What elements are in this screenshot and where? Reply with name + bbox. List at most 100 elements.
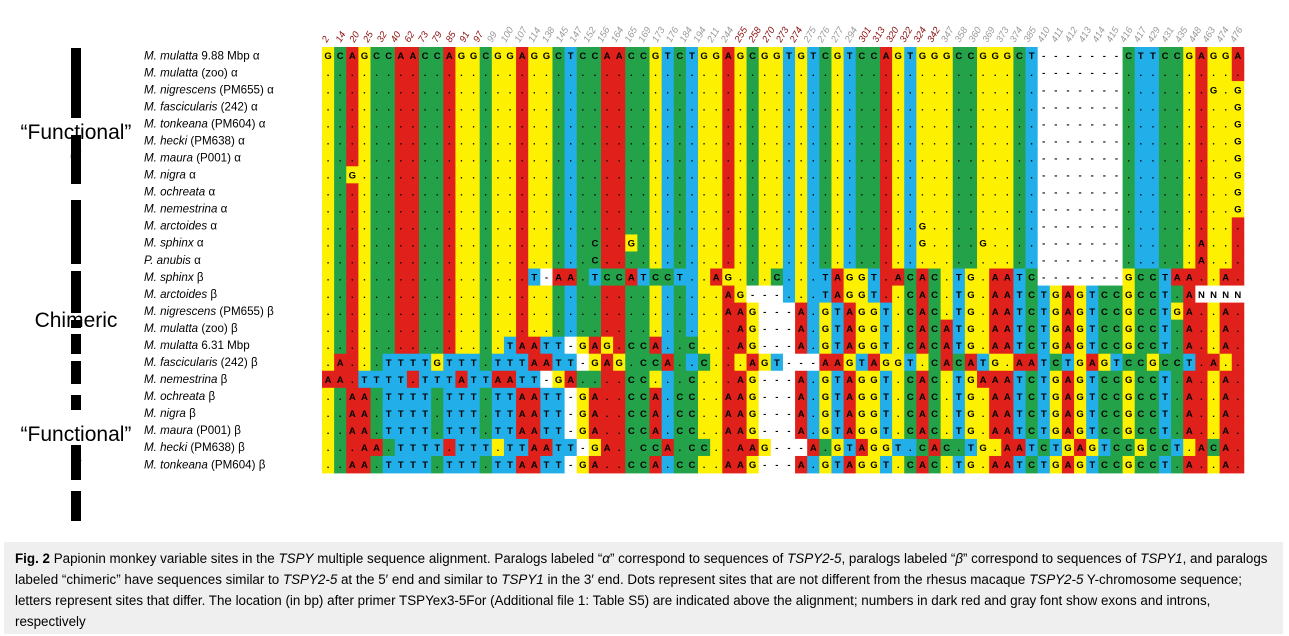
alignment-cell xyxy=(710,353,723,372)
alignment-base: . xyxy=(387,307,390,318)
alignment-cell xyxy=(685,336,699,355)
alignment-base: - xyxy=(787,392,790,403)
alignment-cell xyxy=(1013,64,1026,82)
alignment-base: A xyxy=(798,392,805,403)
alignment-cell xyxy=(1219,302,1233,321)
alignment-base: - xyxy=(569,341,572,352)
alignment-base: . xyxy=(739,68,742,79)
alignment-cell xyxy=(831,166,844,184)
alignment-base: . xyxy=(606,290,609,301)
alignment-cell xyxy=(928,166,942,184)
alignment-cell xyxy=(1158,302,1172,321)
alignment-cell xyxy=(625,64,638,82)
alignment-base: . xyxy=(642,307,645,318)
alignment-cell xyxy=(722,183,735,201)
alignment-cell xyxy=(358,47,371,65)
alignment-cell xyxy=(600,47,614,65)
alignment-base: . xyxy=(424,85,427,96)
position-label: 322 xyxy=(898,25,916,45)
alignment-base: C xyxy=(907,290,914,301)
alignment-base: C xyxy=(1052,358,1059,369)
alignment-base: T xyxy=(1029,51,1035,62)
alignment-base: . xyxy=(654,170,657,181)
alignment-cell xyxy=(564,149,578,167)
alignment-base: . xyxy=(1212,239,1215,250)
position-label: 411 xyxy=(1049,26,1066,45)
alignment-cell xyxy=(625,336,638,355)
alignment-cell xyxy=(528,183,541,201)
alignment-cell xyxy=(540,302,553,321)
position-label: 2 xyxy=(319,34,332,46)
alignment-cell xyxy=(867,47,881,65)
alignment-cell xyxy=(322,268,335,286)
alignment-base: . xyxy=(412,239,415,250)
alignment-base: . xyxy=(860,68,863,79)
alignment-base: G xyxy=(749,375,756,386)
alignment-cell xyxy=(588,200,602,218)
alignment-cell xyxy=(746,251,760,269)
alignment-cell xyxy=(795,183,808,201)
alignment-cell xyxy=(1013,234,1026,252)
alignment-base: C xyxy=(1113,460,1120,471)
alignment-cell xyxy=(564,98,578,116)
alignment-cell xyxy=(552,115,565,133)
alignment-cell xyxy=(479,64,493,82)
alignment-base: A xyxy=(349,426,356,437)
alignment-cell xyxy=(758,81,772,99)
alignment-cell xyxy=(722,200,735,218)
alignment-cell xyxy=(637,183,650,201)
alignment-cell xyxy=(855,217,869,235)
alignment-cell xyxy=(831,200,844,218)
alignment-base: A xyxy=(822,358,829,369)
sequence-label: M. mulatta 6.31 Mbp xyxy=(144,339,250,352)
alignment-base: . xyxy=(1152,68,1155,79)
alignment-cell xyxy=(540,319,553,338)
alignment-base: . xyxy=(751,102,754,113)
alignment-base: G xyxy=(967,307,974,318)
alignment-base: C xyxy=(652,273,659,284)
alignment-base: . xyxy=(581,188,584,199)
alignment-base: T xyxy=(362,375,368,386)
alignment-cell xyxy=(1098,234,1111,252)
alignment-base: . xyxy=(509,153,512,164)
alignment-base: . xyxy=(1236,409,1239,420)
alignment-base: . xyxy=(630,256,633,267)
alignment-cell xyxy=(540,115,553,133)
alignment-cell xyxy=(855,285,869,303)
alignment-base: A xyxy=(846,324,853,335)
alignment-cell xyxy=(1207,268,1221,286)
alignment-base: T xyxy=(507,460,513,471)
alignment-base: . xyxy=(739,85,742,96)
alignment-base: . xyxy=(375,460,378,471)
alignment-base: A xyxy=(943,341,950,352)
alignment-base: . xyxy=(545,324,548,335)
alignment-cell xyxy=(346,64,359,82)
alignment-base: - xyxy=(1091,85,1094,96)
alignment-base: T xyxy=(471,392,477,403)
alignment-base: . xyxy=(666,460,669,471)
alignment-cell xyxy=(1001,149,1014,167)
alignment-cell xyxy=(698,268,711,286)
alignment-cell xyxy=(564,200,578,218)
alignment-base: . xyxy=(788,102,791,113)
alignment-cell xyxy=(346,81,359,99)
alignment-cell xyxy=(588,183,602,201)
alignment-base: C xyxy=(1149,324,1156,335)
alignment-cell xyxy=(588,217,602,235)
alignment-base: . xyxy=(351,375,354,386)
alignment-base: . xyxy=(497,68,500,79)
alignment-base: T xyxy=(410,392,416,403)
position-label: 73 xyxy=(416,29,431,44)
alignment-cell xyxy=(370,149,384,167)
alignment-base: . xyxy=(1127,153,1130,164)
alignment-base: . xyxy=(509,307,512,318)
alignment-cell xyxy=(1171,64,1184,82)
alignment-cell xyxy=(346,336,359,355)
alignment-cell xyxy=(637,200,650,218)
alignment-cell xyxy=(1158,81,1172,99)
alignment-base: C xyxy=(337,51,344,62)
alignment-base: G xyxy=(458,51,465,62)
alignment-cell xyxy=(831,81,844,99)
alignment-base: . xyxy=(460,307,463,318)
alignment-base: . xyxy=(921,153,924,164)
